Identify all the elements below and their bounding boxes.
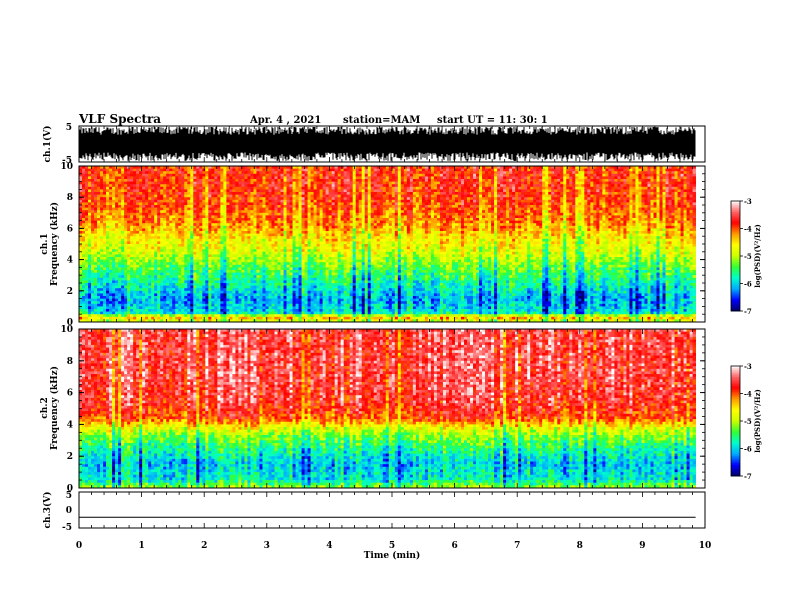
spec1-ytick-label: 8	[67, 193, 73, 203]
cb1-tick-label: -5	[744, 252, 752, 261]
date-label: Apr. 4 , 2021	[249, 115, 321, 126]
time-tick-label: 7	[514, 541, 520, 551]
time-axis-label: Time (min)	[364, 550, 421, 561]
figure-title: VLF Spectra	[78, 112, 161, 126]
station-label: station=MAM	[343, 115, 420, 126]
time-tick-label: 2	[201, 541, 207, 551]
spec2-ytick-label: 2	[67, 452, 73, 462]
ch3-waveform-ylabel: ch.3(V)	[42, 492, 53, 529]
cb2-tick-label: -4	[744, 390, 752, 399]
time-tick-label: 5	[389, 541, 395, 551]
ch1-waveform-ylabel: ch.1(V)	[42, 126, 53, 163]
spec2-ytick-label: 4	[67, 420, 73, 430]
cb2-tick-label: -7	[744, 472, 752, 481]
ch1-ytick-5: 5	[66, 123, 72, 133]
time-tick-label: 10	[699, 541, 712, 551]
ch3-ytick-neg5: -5	[62, 523, 72, 533]
ch2-spectrogram-image	[79, 329, 705, 488]
time-tick-label: 0	[76, 541, 82, 551]
cb1-tick-label: -3	[744, 197, 752, 206]
spec1-ytick-label: 2	[67, 287, 73, 297]
cb1-tick-label: -4	[744, 225, 752, 234]
spec2-ytick-label: 10	[60, 325, 73, 335]
ch2-frequency-label: Frequency (kHz)	[49, 366, 60, 450]
cb1-tick-label: -7	[744, 307, 752, 316]
cb2-tick-label: -5	[744, 417, 752, 426]
spec2-ytick-label: 6	[67, 389, 73, 399]
spec1-ytick-label: 4	[67, 256, 73, 266]
ch2-colorbar: -3 -4 -5 -6 -7 log(PSD)(V²/Hz)	[731, 362, 762, 481]
cb1-tick-label: -6	[744, 280, 752, 289]
time-tick-label: 1	[138, 541, 144, 551]
ch3-ytick-0: 0	[66, 506, 72, 516]
ch1-spectrogram-image	[79, 166, 705, 322]
time-tick-label: 6	[451, 541, 457, 551]
spec1-ytick-label: 6	[67, 224, 73, 234]
ch3-waveform-frame	[79, 492, 705, 528]
ch1-colorbar: -3 -4 -5 -6 -7 log(PSD)(V²/Hz)	[731, 197, 762, 316]
ch2-channel-label: ch.2	[40, 397, 50, 418]
time-tick-label: 9	[639, 541, 645, 551]
cb2-tick-label: -6	[744, 445, 752, 454]
ch3-ytick-5: 5	[66, 491, 72, 501]
time-tick-label: 4	[326, 541, 332, 551]
start-time-label: start UT = 11: 30: 1	[437, 115, 548, 126]
ch1-channel-label: ch.1	[40, 233, 50, 254]
cb1-label: log(PSD)(V²/Hz)	[753, 224, 762, 288]
ch1-frequency-label: Frequency (kHz)	[49, 202, 60, 286]
spec1-ytick-label: 10	[60, 162, 73, 172]
time-tick-label: 3	[264, 541, 270, 551]
time-tick-label: 8	[577, 541, 583, 551]
cb2-label: log(PSD)(V²/Hz)	[753, 389, 762, 453]
spec2-ytick-label: 8	[67, 357, 73, 367]
cb2-tick-label: -3	[744, 362, 752, 371]
